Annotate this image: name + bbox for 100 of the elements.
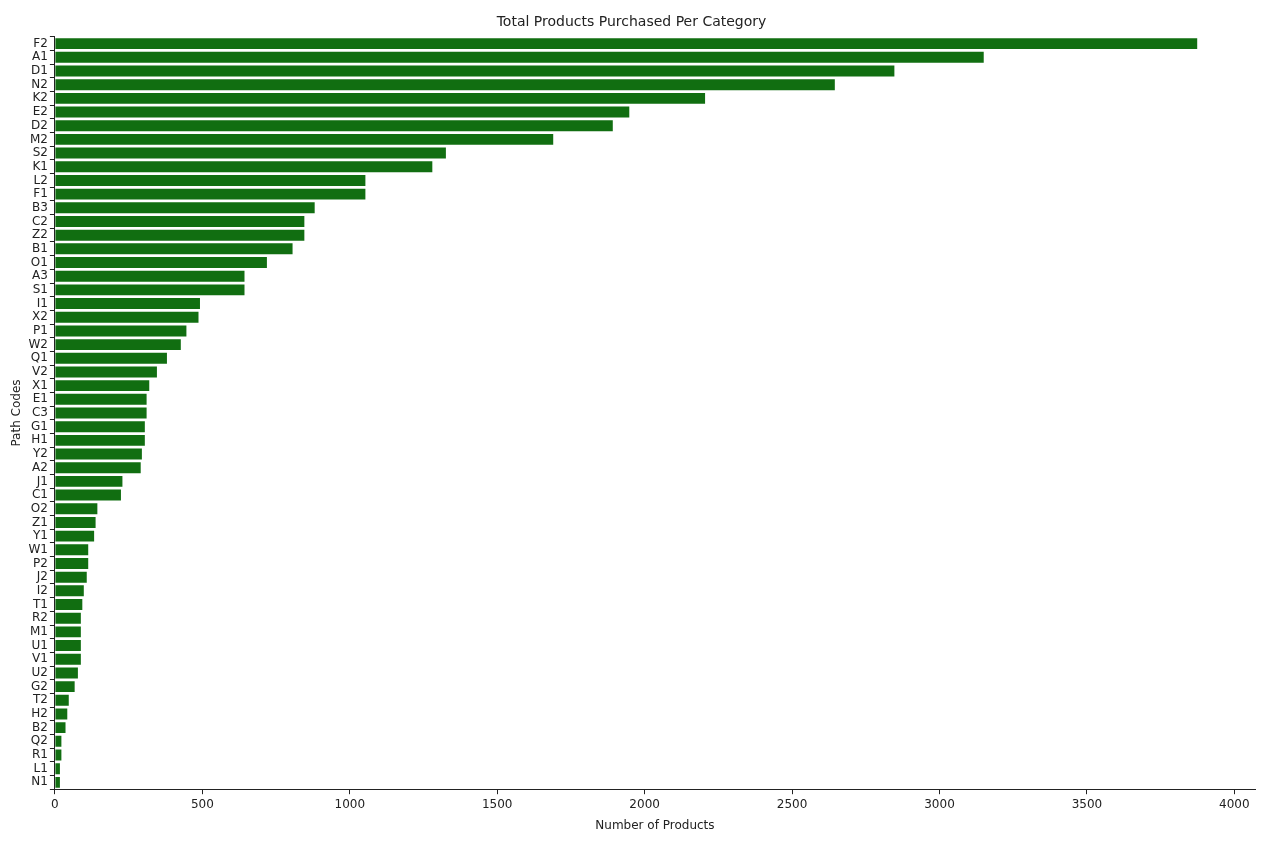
bar [55,352,167,364]
bar [55,92,706,104]
y-tick-label: R1 [31,747,48,762]
bar [55,571,87,583]
y-tick-label: A1 [32,49,48,64]
x-tick-label: 1500 [481,796,513,811]
bar [55,708,68,720]
y-tick-label: N2 [31,76,48,91]
bar [55,475,123,487]
bar [55,722,66,734]
bar [55,393,147,405]
y-tick-label: G2 [30,678,48,693]
bar [55,558,89,569]
y-tick-label: T1 [31,596,48,611]
bar [55,188,366,200]
y-tick-label: T2 [31,692,48,707]
x-tick-label: 2500 [776,796,808,811]
y-tick-label: I2 [36,582,48,597]
y-tick-label: O2 [30,500,48,515]
bar [55,544,89,556]
y-tick-label: U1 [31,637,48,652]
bar [55,462,141,474]
bar [55,749,62,761]
y-tick-label: L2 [33,172,48,187]
y-tick-label: M2 [29,131,48,146]
bar [55,407,147,419]
y-tick-label: X2 [32,309,48,324]
bar [55,65,895,77]
y-tick-label: Z1 [32,514,48,529]
y-tick-label: D1 [31,63,48,78]
y-tick-label: W1 [28,541,48,556]
x-tick-label: 3000 [924,796,955,811]
bar [55,79,835,91]
bar [55,585,84,597]
y-tick-label: O1 [30,254,48,269]
bar [55,133,554,145]
bar [55,640,81,652]
bar [55,516,96,528]
y-tick-label: N1 [31,774,48,789]
y-tick-label: C2 [31,213,48,228]
bar [55,51,984,63]
y-tick-label: H2 [31,706,48,721]
bar [55,325,187,337]
chart-title: Total Products Purchased Per Category [495,13,767,30]
y-tick-label: H1 [31,432,48,447]
y-tick-label: S2 [32,145,48,160]
x-tick-label: 1000 [334,796,366,811]
x-tick-label: 3500 [1071,796,1103,811]
y-tick-label: F1 [33,186,48,201]
bar [55,257,267,268]
bar [55,366,157,378]
y-tick-label: R2 [31,610,48,625]
y-tick-label: C1 [31,487,48,502]
x-tick-label: 2000 [629,796,660,811]
bar [55,216,305,227]
bar [55,339,181,351]
bar [55,653,81,665]
y-tick-label: Z2 [32,227,48,242]
bar [55,599,83,610]
bar [55,612,81,624]
y-tick-label: J1 [35,473,48,488]
x-tick-label: 0 [51,796,59,811]
y-tick-label: B2 [32,719,48,734]
bar [55,763,60,775]
y-tick-label: V1 [32,651,48,666]
bar [55,434,145,446]
y-tick-label: A2 [32,459,48,474]
y-tick-label: V2 [32,364,48,379]
y-tick-label: X1 [32,377,48,392]
y-tick-label: E2 [32,104,48,119]
bar [55,776,60,788]
y-tick-label: U2 [31,665,48,680]
y-tick-label: K1 [32,158,48,173]
y-tick-label: B3 [32,199,48,214]
bar [55,448,142,460]
y-tick-label: P1 [33,323,48,338]
x-tick-label: 4000 [1219,796,1250,811]
y-tick-label: G1 [30,418,48,433]
bar [55,161,433,173]
y-tick-label: D2 [31,117,48,132]
bar [55,298,200,310]
bar [55,503,98,515]
bar [55,174,366,186]
x-tick-label: 500 [190,796,214,811]
bar [55,202,315,214]
y-tick-label: P2 [33,555,48,570]
y-tick-label: Y1 [31,528,48,543]
y-tick-label: J2 [35,569,48,584]
y-tick-label: Q2 [30,733,48,748]
y-tick-label: Q1 [30,350,48,365]
bar [55,311,199,323]
bar [55,421,145,433]
bar [55,380,150,392]
y-tick-label: B1 [32,240,48,255]
bar [55,735,62,747]
y-tick-label: E1 [32,391,48,406]
bar [55,694,69,706]
y-tick-label: S1 [32,282,48,297]
y-tick-label: C3 [31,405,48,420]
y-tick-label: K2 [32,90,48,105]
